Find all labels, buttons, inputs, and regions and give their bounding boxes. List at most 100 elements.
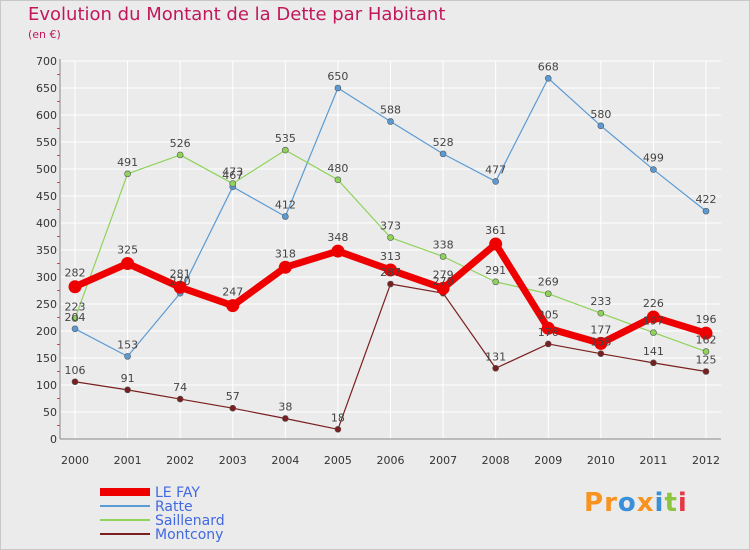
data-label: 535 — [275, 132, 296, 145]
legend-label: Montcony — [155, 527, 223, 543]
data-point — [334, 176, 342, 184]
brand-letter: P — [584, 488, 605, 518]
data-point — [387, 234, 394, 241]
data-label: 318 — [275, 247, 296, 260]
data-label: 480 — [327, 162, 348, 175]
y-tick-label: 250 — [36, 298, 57, 311]
data-label: 158 — [590, 336, 611, 349]
data-point — [124, 386, 131, 394]
data-point — [176, 395, 184, 403]
data-point — [334, 425, 342, 433]
data-label: 91 — [121, 372, 135, 385]
data-point — [436, 281, 450, 295]
x-tick-label: 2008 — [482, 454, 510, 467]
data-label: 348 — [327, 231, 348, 244]
data-label: 141 — [643, 345, 664, 358]
y-tick-label: 100 — [36, 379, 57, 392]
data-point — [544, 290, 552, 298]
data-label: 38 — [278, 400, 292, 413]
data-label: 325 — [117, 244, 138, 257]
legend-label: LE FAY — [155, 485, 200, 501]
data-point — [282, 415, 289, 422]
data-label: 197 — [643, 315, 664, 328]
y-tick-label: 0 — [50, 433, 57, 446]
data-label: 313 — [380, 250, 401, 263]
data-label: 668 — [538, 60, 559, 73]
data-point — [173, 280, 187, 294]
data-point — [597, 309, 605, 317]
data-label: 204 — [65, 311, 86, 324]
data-label: 491 — [117, 156, 138, 169]
data-label: 177 — [590, 323, 611, 336]
data-label: 269 — [538, 276, 559, 289]
data-label: 281 — [170, 267, 191, 280]
data-label: 74 — [173, 381, 187, 394]
data-label: 282 — [65, 267, 86, 280]
data-label: 287 — [380, 266, 401, 279]
brand-letter: x — [636, 488, 655, 518]
data-point — [334, 84, 342, 92]
data-point — [124, 170, 131, 178]
data-label: 650 — [327, 70, 348, 83]
data-point — [229, 180, 237, 187]
data-point — [226, 299, 240, 313]
data-label: 528 — [433, 136, 454, 149]
data-point — [650, 329, 657, 336]
y-tick-label: 200 — [36, 325, 57, 338]
data-point — [594, 336, 608, 350]
data-point — [229, 404, 237, 412]
y-tick-label: 150 — [36, 352, 57, 365]
data-label: 422 — [696, 193, 717, 206]
data-label: 223 — [65, 301, 86, 314]
brand-logo: Proxiti — [584, 488, 688, 518]
chart-title: Evolution du Montant de la Dette par Hab… — [28, 4, 446, 25]
x-tick-label: 2006 — [377, 454, 405, 467]
data-labels: 204 153 270 467 412 650 588 528 477 668 580 499 422 2… — [65, 60, 717, 424]
data-point — [71, 378, 79, 386]
data-point — [387, 118, 394, 125]
data-point — [597, 350, 605, 357]
legend-label: Saillenard — [155, 513, 225, 529]
data-label: 473 — [222, 166, 243, 179]
data-point — [699, 326, 713, 340]
data-point — [544, 340, 552, 348]
y-tick-label: 550 — [36, 136, 57, 149]
x-tick-label: 2007 — [429, 454, 457, 467]
x-tick-label: 2001 — [114, 454, 142, 467]
data-label: 131 — [485, 350, 506, 363]
data-point — [282, 146, 289, 154]
data-point — [278, 260, 292, 274]
y-tick-label: 700 — [36, 55, 57, 68]
data-label: 526 — [170, 137, 191, 150]
series-lines — [68, 74, 713, 433]
data-point — [702, 368, 710, 375]
brand-letter: i — [654, 488, 665, 518]
brand-letter: o — [617, 488, 637, 518]
data-label: 338 — [433, 238, 454, 251]
data-point — [489, 237, 503, 251]
data-point — [544, 74, 552, 82]
data-label: 18 — [331, 411, 345, 424]
data-label: 226 — [643, 297, 664, 310]
x-tick-label: 2003 — [219, 454, 247, 467]
data-label: 106 — [65, 364, 86, 377]
data-label: 477 — [485, 163, 506, 176]
data-label: 270 — [170, 275, 191, 288]
data-point — [492, 278, 499, 286]
data-point — [650, 166, 657, 173]
y-tick-label: 350 — [36, 244, 57, 257]
data-label: 412 — [275, 199, 296, 212]
x-tick-label: 2012 — [692, 454, 720, 467]
data-label: 499 — [643, 152, 664, 165]
data-point — [439, 150, 447, 158]
data-label: 588 — [380, 103, 401, 116]
brand-letter: i — [677, 488, 688, 518]
data-point — [702, 348, 710, 355]
x-tick-label: 2009 — [534, 454, 562, 467]
y-tick-label: 600 — [36, 109, 57, 122]
data-label: 125 — [696, 354, 717, 367]
data-point — [702, 207, 710, 215]
data-point — [71, 315, 79, 322]
